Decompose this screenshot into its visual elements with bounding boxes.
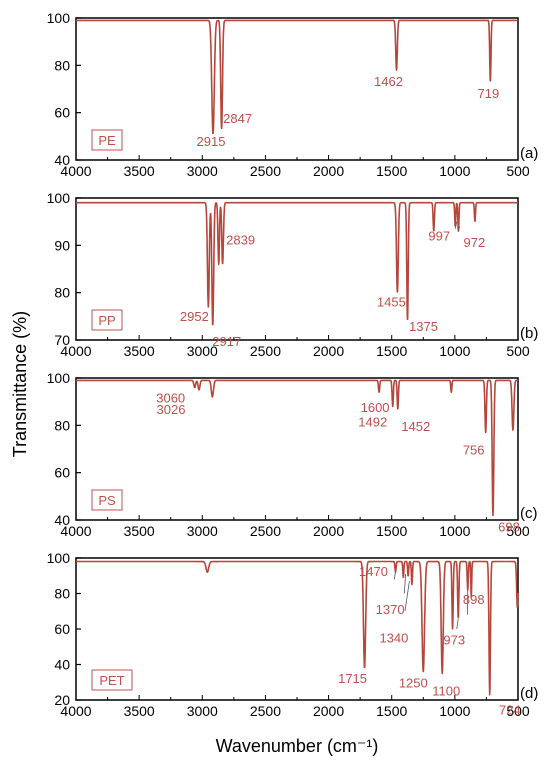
sample-label: PS — [98, 493, 116, 508]
peak-label: 898 — [463, 592, 485, 607]
x-tick-label: 2500 — [250, 523, 281, 539]
spectrum-trace — [76, 380, 518, 515]
x-tick-label: 1000 — [439, 523, 470, 539]
x-tick-label: 2500 — [250, 343, 281, 359]
x-tick-label: 3500 — [124, 163, 155, 179]
peak-label: 1340 — [379, 631, 408, 646]
x-tick-label: 1500 — [376, 163, 407, 179]
y-tick-label: 80 — [54, 285, 70, 301]
y-axis-label: Transmittance (%) — [10, 311, 30, 457]
peak-label: 1375 — [409, 319, 438, 334]
x-tick-label: 3000 — [187, 163, 218, 179]
spectrum-trace — [76, 20, 518, 133]
panels: 40 60 80 100 4000 3500 3000 2500 2000 1500 1000 500… — [47, 10, 539, 719]
x-tick-label: 3000 — [187, 523, 218, 539]
sample-label: PP — [98, 313, 115, 328]
spectrum-trace — [76, 562, 518, 695]
x-tick-label: 4000 — [60, 703, 91, 719]
y-tick-label: 60 — [54, 621, 70, 637]
peak-label: 2917 — [212, 334, 241, 349]
y-tick-label: 100 — [47, 550, 71, 566]
panel-letter: (a) — [520, 145, 538, 162]
y-tick-label: 100 — [47, 370, 71, 386]
peak-label: 724 — [499, 703, 521, 718]
peak-label: 1455 — [377, 295, 406, 310]
peak-label: 997 — [428, 228, 450, 243]
x-tick-label: 1000 — [439, 703, 470, 719]
y-tick-label: 90 — [54, 237, 70, 253]
peak-label: 1492 — [358, 414, 387, 429]
x-tick-label: 4000 — [60, 343, 91, 359]
x-tick-label: 2000 — [313, 523, 344, 539]
x-tick-label: 500 — [506, 343, 530, 359]
x-tick-label: 1000 — [439, 163, 470, 179]
peak-label: 972 — [464, 235, 486, 250]
x-tick-label: 2500 — [250, 163, 281, 179]
peak-label: 1452 — [401, 419, 430, 434]
peak-label: 2915 — [197, 134, 226, 149]
peak-label: 1600 — [361, 400, 390, 415]
plot-frame — [76, 378, 518, 520]
x-tick-label: 4000 — [60, 523, 91, 539]
leader-line — [405, 581, 409, 611]
x-axis-label: Wavenumber (cm⁻¹) — [216, 736, 379, 756]
peak-label: 1250 — [399, 676, 428, 691]
y-tick-label: 60 — [54, 105, 70, 121]
peak-label: 1470 — [359, 564, 388, 579]
sample-label: PE — [98, 133, 116, 148]
x-tick-label: 4000 — [60, 163, 91, 179]
x-tick-label: 3500 — [124, 343, 155, 359]
peak-label: 1715 — [338, 671, 367, 686]
y-tick-label: 80 — [54, 417, 70, 433]
x-tick-label: 2000 — [313, 343, 344, 359]
leader-line — [457, 618, 459, 629]
sample-label: PET — [99, 673, 124, 688]
spectrum-trace — [76, 203, 518, 325]
x-tick-label: 500 — [506, 163, 530, 179]
peak-label: 2839 — [226, 232, 255, 247]
peak-label: 756 — [463, 442, 485, 457]
plot-frame — [76, 18, 518, 160]
y-tick-label: 100 — [47, 190, 71, 206]
x-tick-label: 1500 — [376, 703, 407, 719]
leader-line — [404, 574, 405, 594]
peak-label: 2847 — [223, 111, 252, 126]
panel-letter: (d) — [520, 685, 538, 702]
panel-letter: (b) — [520, 325, 538, 342]
peak-label: 1462 — [374, 74, 403, 89]
y-tick-label: 60 — [54, 465, 70, 481]
leader-line — [394, 572, 395, 579]
peak-label: 1370 — [376, 602, 405, 617]
peak-label: 973 — [443, 632, 465, 647]
y-tick-label: 100 — [47, 10, 71, 26]
x-tick-label: 3000 — [187, 703, 218, 719]
panel-letter: (c) — [520, 505, 538, 522]
y-tick-label: 40 — [54, 657, 70, 673]
peak-label: 1100 — [432, 683, 460, 698]
x-tick-label: 3500 — [124, 703, 155, 719]
peak-label: 719 — [477, 86, 499, 101]
x-tick-label: 2000 — [313, 703, 344, 719]
x-tick-label: 1500 — [376, 523, 407, 539]
y-tick-label: 80 — [54, 586, 70, 602]
x-tick-label: 3500 — [124, 523, 155, 539]
x-tick-label: 1500 — [376, 343, 407, 359]
peak-label: 698 — [498, 519, 520, 534]
y-tick-label: 80 — [54, 57, 70, 73]
plot-frame — [76, 198, 518, 340]
peak-label: 3026 — [157, 402, 186, 417]
x-tick-label: 2000 — [313, 163, 344, 179]
x-tick-label: 2500 — [250, 703, 281, 719]
x-tick-label: 1000 — [439, 343, 470, 359]
peak-label: 2952 — [180, 309, 209, 324]
